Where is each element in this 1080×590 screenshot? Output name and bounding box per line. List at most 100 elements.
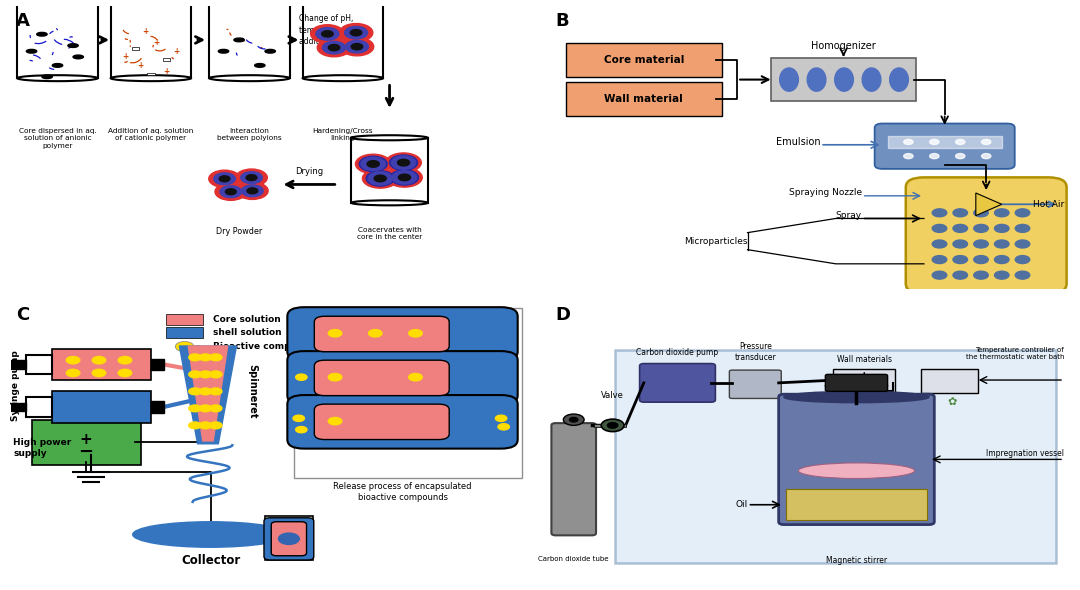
FancyBboxPatch shape [287,307,517,360]
Text: ✿: ✿ [948,397,957,407]
Circle shape [328,418,341,425]
Circle shape [408,373,422,381]
Circle shape [363,169,397,188]
Ellipse shape [807,68,826,91]
Ellipse shape [17,75,97,81]
Bar [166,314,203,324]
FancyBboxPatch shape [825,375,888,391]
Circle shape [982,139,990,145]
Text: Syringe pump: Syringe pump [12,350,21,421]
Circle shape [199,388,212,395]
Ellipse shape [798,463,915,478]
Circle shape [311,25,345,43]
Circle shape [66,369,80,376]
Circle shape [956,139,964,145]
Circle shape [323,41,346,54]
Circle shape [982,153,990,159]
Circle shape [995,209,1009,217]
Circle shape [189,422,201,429]
Circle shape [316,28,339,40]
Text: Collector: Collector [181,555,240,568]
Bar [11,403,26,411]
Bar [594,424,612,427]
Circle shape [210,405,222,412]
Bar [294,308,522,478]
Text: +: + [163,67,170,76]
Ellipse shape [255,64,265,67]
Circle shape [350,30,362,36]
FancyBboxPatch shape [616,350,1056,563]
Text: D: D [555,306,570,325]
Circle shape [366,171,394,186]
Circle shape [355,154,391,173]
Circle shape [293,415,305,421]
Circle shape [339,24,373,42]
Circle shape [392,171,417,184]
Ellipse shape [890,68,908,91]
Text: Bioactive compounds: Bioactive compounds [213,342,322,351]
Ellipse shape [835,68,853,91]
Bar [163,58,170,61]
Circle shape [219,176,230,182]
Ellipse shape [351,200,428,205]
Text: Wall materials: Wall materials [837,355,892,365]
Circle shape [92,356,106,364]
Circle shape [953,240,968,248]
FancyBboxPatch shape [779,394,934,525]
Ellipse shape [42,75,52,78]
Circle shape [974,224,988,232]
Circle shape [974,240,988,248]
Circle shape [1015,255,1029,264]
Polygon shape [976,193,1002,215]
Ellipse shape [73,55,83,59]
Text: Coacervates with
core in the center: Coacervates with core in the center [356,227,422,241]
Text: −: − [79,443,94,461]
FancyBboxPatch shape [833,369,895,393]
Text: +: + [174,47,180,55]
Text: Impregnation vessel: Impregnation vessel [986,449,1064,458]
Text: Core solution: Core solution [213,315,281,324]
Circle shape [607,422,618,428]
Circle shape [1015,240,1029,248]
FancyBboxPatch shape [566,42,721,77]
Circle shape [995,224,1009,232]
Circle shape [214,173,235,185]
Polygon shape [188,346,228,441]
Text: Release process of encapsulated
bioactive compounds: Release process of encapsulated bioactiv… [334,482,472,502]
Circle shape [118,369,132,376]
Ellipse shape [234,38,244,42]
Circle shape [932,224,947,232]
Circle shape [953,271,968,279]
Text: Drying: Drying [295,167,323,176]
Text: Interaction
between polyions: Interaction between polyions [217,128,282,141]
Ellipse shape [210,75,289,81]
Ellipse shape [133,522,288,548]
Bar [210,2,289,78]
Text: Carbon dioxide pump: Carbon dioxide pump [636,348,718,358]
Ellipse shape [780,68,798,91]
FancyBboxPatch shape [314,404,449,440]
Circle shape [602,419,624,432]
FancyBboxPatch shape [31,419,140,465]
Bar [888,136,1002,148]
Circle shape [328,44,340,51]
Circle shape [66,356,80,364]
Circle shape [564,414,584,425]
FancyBboxPatch shape [552,423,596,535]
Circle shape [208,170,241,188]
Bar [52,349,151,380]
Circle shape [199,422,212,429]
Ellipse shape [265,50,275,53]
Text: Valve: Valve [602,391,624,400]
Circle shape [210,388,222,395]
Circle shape [189,405,201,412]
FancyBboxPatch shape [287,351,517,405]
Circle shape [279,533,299,545]
Circle shape [368,330,382,337]
Text: Pressure
transducer: Pressure transducer [734,342,777,362]
Circle shape [932,209,947,217]
Bar [52,391,151,422]
Circle shape [1015,224,1029,232]
Bar [147,73,154,76]
FancyBboxPatch shape [875,123,1015,169]
